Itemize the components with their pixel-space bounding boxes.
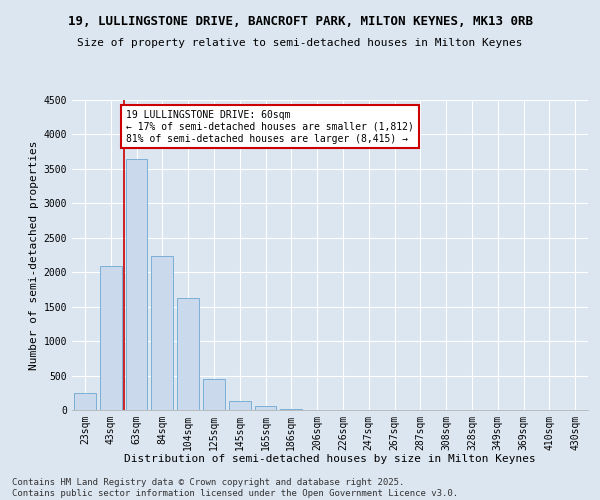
Bar bbox=[125, 159, 148, 410]
Bar bbox=[151, 256, 173, 410]
Bar bbox=[74, 393, 96, 410]
Y-axis label: Number of semi-detached properties: Number of semi-detached properties bbox=[29, 140, 40, 370]
Text: Size of property relative to semi-detached houses in Milton Keynes: Size of property relative to semi-detach… bbox=[77, 38, 523, 48]
Bar bbox=[203, 379, 225, 410]
Bar bbox=[100, 266, 122, 410]
Text: Contains HM Land Registry data © Crown copyright and database right 2025.
Contai: Contains HM Land Registry data © Crown c… bbox=[12, 478, 458, 498]
Bar bbox=[229, 401, 251, 410]
Text: 19 LULLINGSTONE DRIVE: 60sqm
← 17% of semi-detached houses are smaller (1,812)
8: 19 LULLINGSTONE DRIVE: 60sqm ← 17% of se… bbox=[126, 110, 414, 144]
X-axis label: Distribution of semi-detached houses by size in Milton Keynes: Distribution of semi-detached houses by … bbox=[124, 454, 536, 464]
Bar bbox=[254, 406, 277, 410]
Text: 19, LULLINGSTONE DRIVE, BANCROFT PARK, MILTON KEYNES, MK13 0RB: 19, LULLINGSTONE DRIVE, BANCROFT PARK, M… bbox=[67, 15, 533, 28]
Bar bbox=[177, 298, 199, 410]
